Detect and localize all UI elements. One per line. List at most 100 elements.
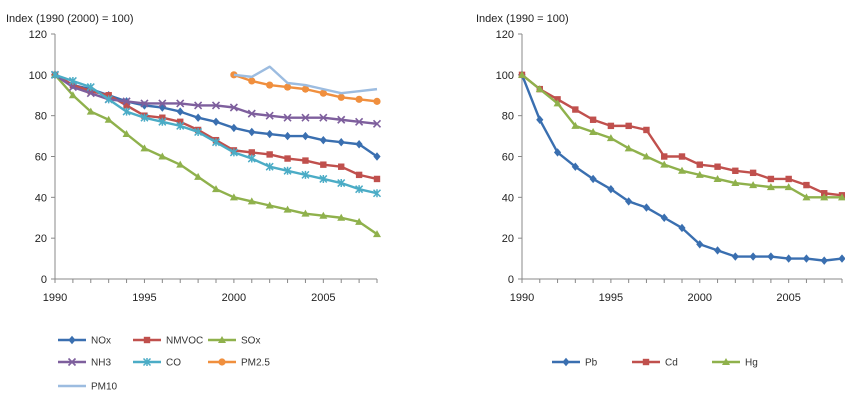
data-point-hg-2008 — [838, 193, 845, 201]
data-point-nmvoc-1993 — [105, 92, 112, 99]
data-point-cd-1994 — [589, 116, 597, 123]
data-point-co-1994 — [122, 107, 131, 116]
x-tick-label-1995: 1995 — [599, 292, 623, 304]
y-axis-title: Index (1990 (2000) = 100) — [6, 13, 134, 25]
data-point-co-1990 — [50, 70, 60, 79]
data-point-hg-2000 — [695, 170, 704, 178]
legend-swatch-marker — [562, 357, 570, 367]
data-point-cd-1998 — [661, 153, 668, 160]
data-point-co-1997 — [176, 121, 185, 130]
data-point-nmvoc-2005 — [320, 161, 327, 168]
data-point-co-1995 — [140, 113, 149, 122]
data-point-nox-2001 — [248, 127, 256, 137]
series-pm10 — [233, 65, 378, 95]
data-point-nox-2003 — [283, 131, 292, 141]
data-point-sox-1996 — [158, 152, 167, 160]
data-point-nh3-1999 — [211, 101, 221, 110]
y-tick-label-20: 20 — [502, 233, 514, 245]
data-point-nmvoc-2003 — [284, 155, 291, 162]
y-tick-label-100: 100 — [496, 70, 514, 82]
y-tick-label-40: 40 — [502, 192, 514, 204]
data-point-co-2007 — [355, 185, 364, 194]
data-point-nox-2008 — [373, 152, 381, 161]
legend-label-pm10: PM10 — [91, 382, 118, 393]
data-point-sox-1994 — [122, 130, 131, 138]
data-point-pm2-5-2008 — [373, 97, 381, 105]
y-axis-title: Index (1990 = 100) — [476, 13, 569, 25]
data-point-pb-2001 — [713, 246, 722, 255]
legend-label-sox: SOx — [241, 336, 260, 347]
data-point-pb-2006 — [802, 254, 811, 263]
data-point-nh3-2001 — [247, 109, 256, 118]
legend-label-nmvoc: NMVOC — [166, 336, 203, 347]
series-line-cd — [521, 73, 843, 197]
data-point-sox-1999 — [212, 185, 220, 193]
data-point-hg-2006 — [802, 193, 811, 201]
y-tick-label-120: 120 — [496, 29, 514, 41]
data-point-co-2005 — [319, 174, 328, 183]
legend-entry-nox: NOx — [58, 336, 111, 347]
x-tick-label-2005: 2005 — [311, 292, 335, 304]
data-point-nmvoc-2004 — [302, 157, 309, 164]
x-tick-label-1990: 1990 — [43, 292, 67, 304]
data-point-cd-1995 — [607, 122, 615, 130]
data-point-sox-2004 — [301, 209, 310, 217]
data-point-pm2-5-2007 — [355, 95, 363, 103]
legend-label-co: CO — [166, 358, 181, 369]
legend-label-pm2-5: PM2.5 — [241, 358, 270, 369]
chart-right-svg: Index (1990 = 100) 0 20 40 60 80 100 120 1990 19… — [476, 13, 845, 369]
data-point-sox-2003 — [283, 205, 292, 213]
data-point-pb-2002 — [731, 252, 739, 261]
data-point-sox-1992 — [86, 107, 95, 115]
legend-entry-pb: Pb — [552, 358, 598, 369]
data-point-nh3-2004 — [301, 113, 310, 122]
data-point-pb-1998 — [660, 213, 668, 222]
data-point-co-2006 — [337, 179, 346, 188]
legend-swatch-marker — [642, 358, 650, 366]
data-point-nmvoc-1997 — [177, 118, 184, 125]
y-tick-label-40: 40 — [35, 192, 47, 204]
data-point-hg-1998 — [660, 160, 669, 168]
y-tick-label-0: 0 — [508, 274, 514, 286]
data-point-cd-1993 — [572, 106, 579, 113]
data-point-cd-2003 — [749, 169, 757, 177]
data-point-sox-1995 — [140, 144, 149, 152]
data-point-pb-1997 — [642, 203, 651, 212]
data-point-sox-1991 — [68, 91, 77, 99]
data-point-cd-1992 — [554, 96, 561, 103]
data-point-co-1998 — [194, 127, 203, 137]
data-point-nh3-2005 — [319, 113, 328, 122]
data-point-nmvoc-1992 — [87, 87, 94, 95]
legend-swatch-marker — [67, 357, 77, 367]
data-point-nmvoc-1996 — [159, 114, 166, 121]
data-point-nmvoc-2008 — [373, 175, 381, 183]
data-point-nox-2000 — [230, 123, 238, 133]
data-point-nh3-2007 — [355, 117, 364, 126]
data-point-pm2-5-2006 — [337, 93, 345, 101]
data-point-nmvoc-2007 — [355, 171, 363, 179]
data-point-nh3-2003 — [283, 113, 292, 122]
data-point-nmvoc-1991 — [69, 81, 77, 89]
x-tick-label-1995: 1995 — [132, 292, 156, 304]
data-point-nh3-2008 — [372, 119, 382, 128]
data-point-pb-1991 — [536, 115, 544, 124]
data-point-cd-2001 — [714, 163, 721, 170]
data-point-cd-2006 — [803, 181, 810, 189]
data-point-co-2003 — [283, 166, 292, 175]
data-point-sox-2008 — [373, 230, 381, 238]
data-point-hg-1993 — [571, 121, 580, 129]
data-point-hg-2004 — [766, 183, 775, 191]
data-point-nox-1998 — [194, 113, 202, 122]
series-line-pm10 — [233, 65, 378, 95]
data-point-pm2-5-2003 — [283, 83, 292, 91]
data-point-hg-1994 — [589, 128, 598, 135]
data-point-co-1993 — [104, 95, 113, 104]
data-point-sox-2005 — [319, 211, 328, 219]
data-point-hg-1990 — [518, 70, 526, 78]
data-point-pb-2000 — [696, 240, 704, 249]
legend-entry-cd: Cd — [632, 358, 678, 369]
data-point-nh3-2002 — [265, 111, 274, 120]
legend-entry-pm10: PM10 — [58, 382, 118, 393]
data-point-nh3-1996 — [158, 99, 167, 108]
data-point-pm2-5-2002 — [266, 81, 274, 89]
